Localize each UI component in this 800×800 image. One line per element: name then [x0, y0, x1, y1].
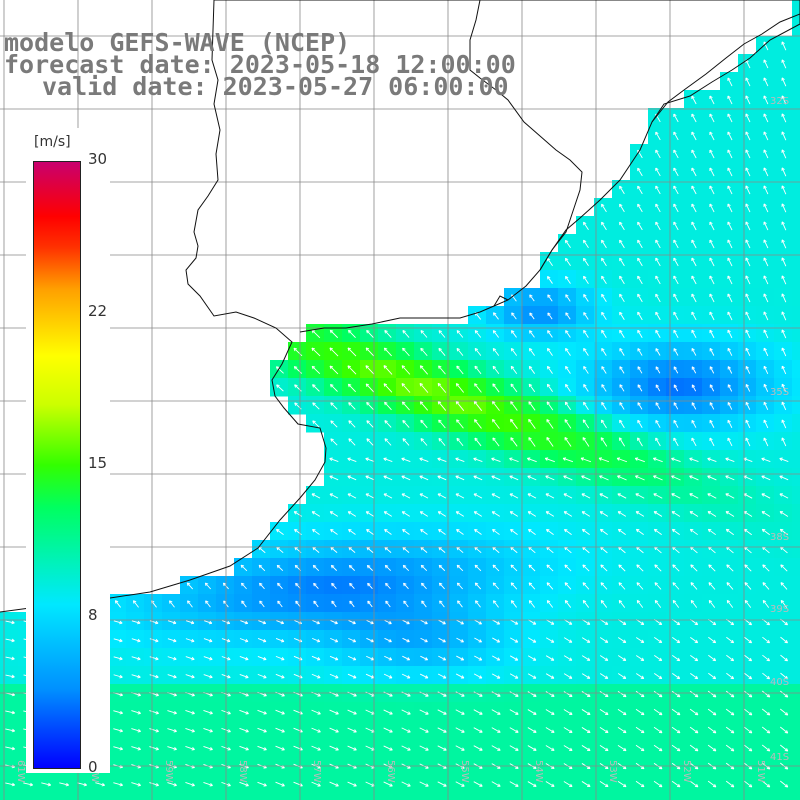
longitude-label: 52W	[681, 760, 692, 783]
latitude-label: 41S	[770, 752, 789, 763]
latitude-label: 35S	[770, 387, 789, 398]
latitude-label: 32S	[770, 96, 789, 107]
colorbar-tick-30: 30	[88, 150, 108, 168]
longitude-label: 51W	[755, 760, 766, 783]
colorbar-tick-15: 15	[88, 454, 108, 472]
longitude-label: 53W	[607, 760, 618, 783]
longitude-label: 55W	[459, 760, 470, 783]
latitude-label: 38S	[770, 532, 789, 543]
longitude-label: 57W	[311, 760, 322, 783]
coastline	[0, 0, 800, 613]
title-forecast-date: forecast date: 2023-05-18 12:00:00	[4, 50, 516, 79]
longitude-label: 56W	[385, 760, 396, 783]
colorbar-tick-8: 8	[88, 606, 98, 624]
latitude-label: 39S	[770, 604, 789, 615]
longitude-label: 61W	[15, 760, 26, 783]
latitude-labels: 32S 35S 38S 39S 40S 41S	[770, 96, 789, 763]
latitude-label: 40S	[770, 677, 789, 688]
longitude-label: 59W	[163, 760, 174, 783]
colorbar-tick-0: 0	[88, 758, 98, 776]
longitude-label: 58W	[237, 760, 248, 783]
title-valid-date: valid date: 2023-05-27 06:00:00	[42, 72, 509, 101]
colorbar	[33, 161, 81, 769]
colorbar-tick-22: 22	[88, 302, 108, 320]
longitude-label: 54W	[533, 760, 544, 783]
title-model: modelo GEFS-WAVE (NCEP)	[4, 28, 351, 57]
colorbar-unit: [m/s]	[34, 134, 71, 150]
